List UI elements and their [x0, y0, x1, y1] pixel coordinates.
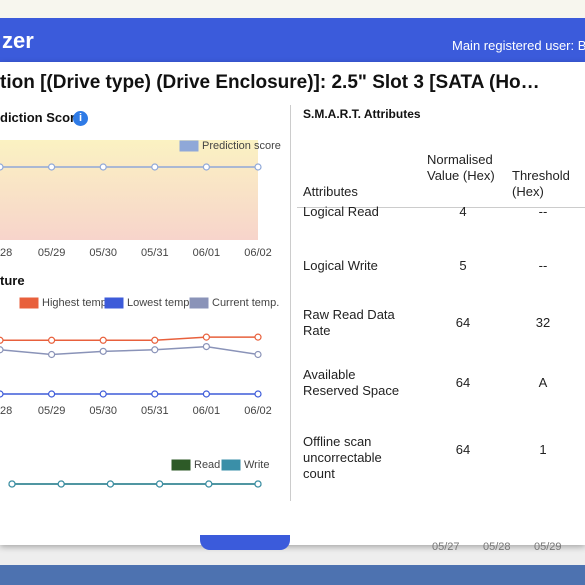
legend-swatch — [171, 459, 191, 471]
table-cell: 1 — [539, 442, 547, 457]
point — [151, 336, 159, 344]
prediction-band — [0, 140, 258, 240]
legend-swatch — [104, 297, 124, 309]
point — [254, 350, 262, 359]
background-date: 05/29 — [534, 541, 562, 553]
table-cell: Logical Read — [303, 204, 379, 219]
table-cell: -- — [538, 204, 548, 219]
point — [0, 390, 4, 398]
point — [202, 390, 210, 398]
x-tick-label: 05/30 — [89, 247, 117, 259]
table-cell: 64 — [455, 442, 471, 457]
x-tick-label: 05/30 — [89, 405, 117, 417]
user: Main registered user: B — [452, 38, 585, 53]
column-header: Threshold (Hex) — [512, 168, 570, 199]
series-line — [0, 336, 258, 342]
background-dates: 05/27 05/28 05/29 — [0, 540, 585, 560]
x-tick-label: 06/02 — [244, 247, 272, 259]
table-cell: Available Reserved Space — [303, 367, 400, 398]
background-date: 05/28 — [483, 541, 511, 553]
legend-swatch — [19, 297, 39, 309]
legend-label: Prediction score — [202, 140, 281, 152]
dialog-title: tion [(Drive type) (Drive Enclosure)]: 2… — [0, 72, 540, 93]
point — [205, 480, 213, 488]
legend-label: Current temp. — [212, 297, 279, 309]
brand: zer — [2, 28, 34, 53]
point — [0, 163, 4, 171]
divider — [290, 105, 291, 501]
table-cell: Offline scan uncorrectable count — [303, 434, 382, 481]
point — [8, 480, 16, 488]
point — [151, 346, 159, 354]
point — [151, 163, 159, 171]
column-header: Attributes — [303, 184, 358, 199]
point — [254, 333, 262, 341]
prediction-title: diction Score — [0, 110, 83, 125]
point — [99, 163, 107, 171]
x-tick-label: 06/01 — [193, 405, 221, 417]
footer-bar — [0, 565, 585, 585]
button[interactable] — [200, 535, 290, 550]
header: zer Main registered user: B — [0, 18, 585, 62]
table-cell: 32 — [535, 315, 551, 330]
info-icon[interactable]: i — [73, 111, 88, 126]
point — [57, 480, 65, 488]
legend-label: Lowest temp. — [127, 297, 192, 309]
x-tick-label: 05/31 — [141, 247, 169, 259]
point — [254, 390, 262, 398]
point — [99, 336, 107, 344]
smart-table: Attributes Normalised Value (Hex) Thresh… — [297, 147, 585, 495]
point — [99, 390, 107, 398]
point — [202, 343, 210, 351]
point — [99, 347, 107, 355]
dialog: tion [(Drive type) (Drive Enclosure)]: 2… — [0, 62, 585, 545]
point — [156, 480, 164, 488]
top-strip — [0, 0, 585, 18]
x-tick-label: 06/01 — [193, 247, 221, 259]
point — [47, 163, 56, 171]
point — [47, 336, 56, 344]
table-cell: 5 — [459, 258, 467, 273]
point — [47, 350, 56, 359]
point — [254, 480, 262, 488]
point — [0, 336, 4, 344]
point — [202, 163, 210, 171]
x-tick-label: 05/29 — [38, 405, 66, 417]
legend-label: Highest temp. — [42, 297, 110, 309]
point — [254, 163, 262, 171]
table-cell: 64 — [455, 315, 471, 330]
x-tick-label: 06/02 — [244, 405, 272, 417]
point — [151, 390, 159, 398]
x-tick-label: 28 — [0, 405, 12, 417]
table-cell: Raw Read Data Rate — [303, 307, 395, 338]
column-header: Normalised Value (Hex) — [427, 152, 495, 183]
table-cell: -- — [538, 258, 548, 273]
legend-swatch — [221, 459, 241, 471]
legend-swatch — [179, 140, 199, 152]
x-tick-label: 28 — [0, 247, 12, 259]
point — [106, 480, 115, 488]
background-date: 05/27 — [432, 541, 460, 553]
x-tick-label: 05/29 — [38, 247, 66, 259]
legend-label: Write — [244, 459, 269, 471]
table-cell: 64 — [455, 375, 471, 390]
smart-title: S.M.A.R.T. Attributes — [303, 107, 421, 121]
table-cell: 4 — [459, 204, 467, 219]
header-rule — [297, 207, 585, 208]
temperature-title: ture — [0, 273, 25, 288]
series-line — [0, 345, 259, 356]
point — [202, 333, 210, 341]
point — [0, 346, 4, 354]
table-cell: Logical Write — [303, 258, 378, 273]
point — [47, 390, 56, 398]
table-cell: A — [538, 375, 548, 390]
legend-swatch — [189, 297, 209, 309]
legend-label: Read — [194, 459, 220, 471]
x-tick-label: 05/31 — [141, 405, 169, 417]
